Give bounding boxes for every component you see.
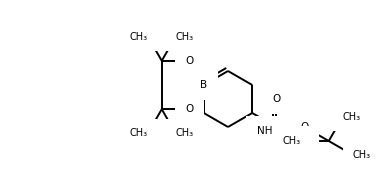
Text: CH₃: CH₃	[283, 136, 301, 146]
Text: B: B	[200, 80, 207, 90]
Text: CH₃: CH₃	[130, 32, 148, 41]
Text: O: O	[185, 56, 194, 66]
Text: CH₃: CH₃	[176, 129, 194, 138]
Text: CH₃: CH₃	[353, 150, 371, 160]
Text: CH₃: CH₃	[176, 32, 194, 41]
Text: CH₃: CH₃	[130, 129, 148, 138]
Text: O: O	[300, 122, 309, 132]
Text: O: O	[185, 104, 194, 114]
Text: CH₃: CH₃	[343, 112, 361, 122]
Text: NH: NH	[257, 126, 272, 136]
Text: O: O	[272, 94, 281, 104]
